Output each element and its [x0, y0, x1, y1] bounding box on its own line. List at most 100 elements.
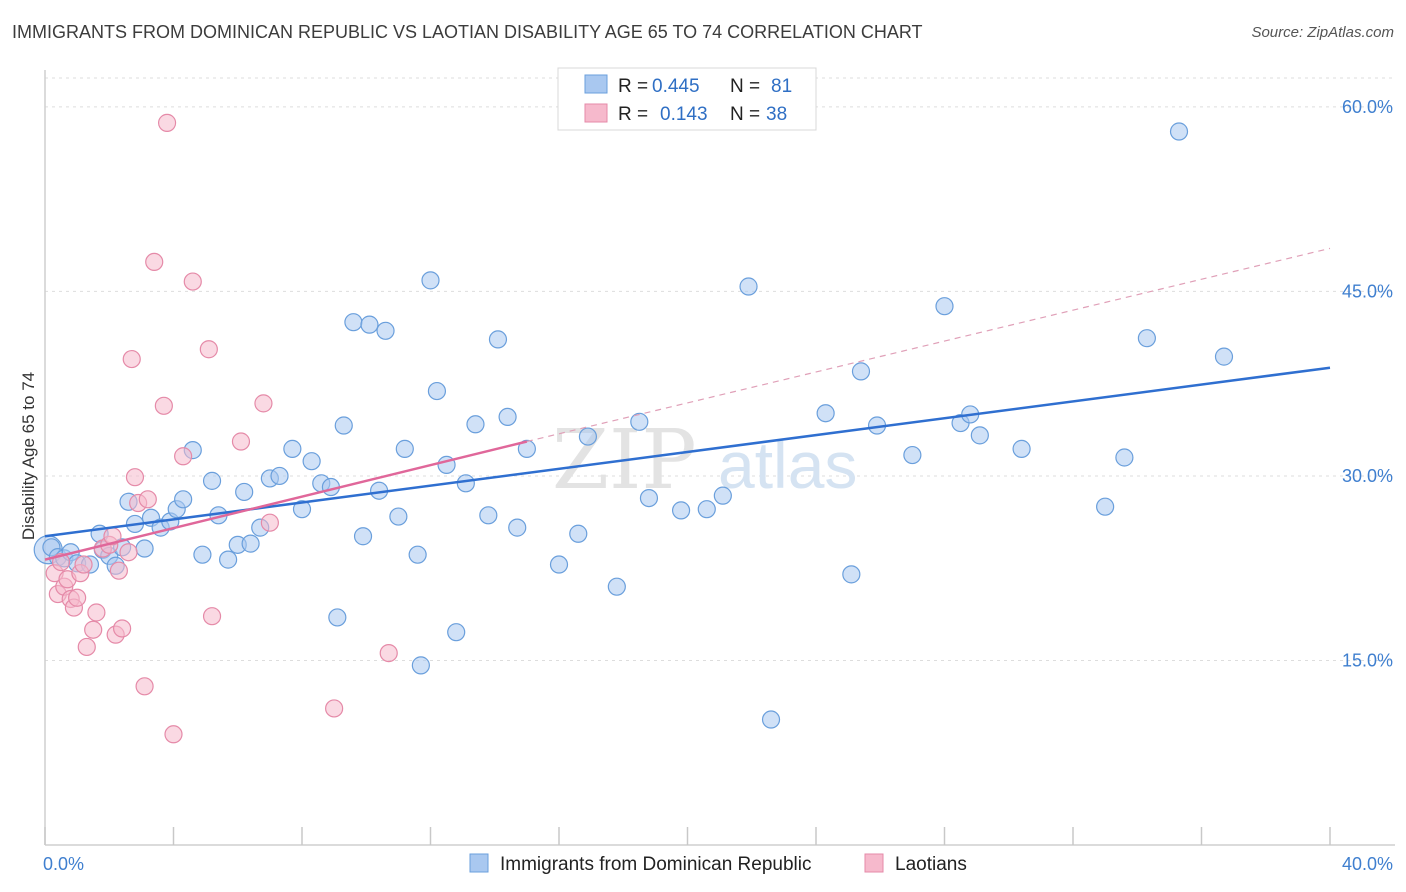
data-point-dominican	[498, 407, 517, 427]
watermark-atlas: atlas	[718, 428, 857, 502]
data-point-dominican	[739, 277, 758, 296]
data-point-laotian	[164, 725, 183, 744]
data-point-dominican	[569, 524, 588, 543]
legend-n-value-1: 81	[771, 76, 792, 97]
data-point-dominican	[1012, 439, 1031, 458]
data-point-dominican	[607, 577, 626, 596]
data-point-dominican	[334, 416, 353, 435]
data-point-dominican	[447, 623, 466, 642]
legend-r-label-1: R =	[618, 76, 648, 97]
data-point-laotian	[119, 543, 138, 562]
bottom-legend-swatch-dominican	[469, 853, 489, 873]
bottom-legend: Immigrants from Dominican Republic Laoti…	[469, 853, 967, 875]
data-point-dominican	[411, 656, 430, 675]
data-point-dominican	[360, 315, 379, 334]
chart-source: Source: ZipAtlas.com	[1251, 24, 1394, 41]
data-point-dominican	[697, 500, 716, 519]
legend-r-value-2: 0.143	[660, 104, 708, 125]
data-point-laotian	[199, 340, 218, 359]
data-point-dominican	[517, 439, 536, 458]
data-point-laotian	[74, 555, 93, 574]
legend-box: R = 0.445 N = 81 R = 0.143 N = 38	[557, 67, 817, 131]
data-point-laotian	[202, 607, 222, 626]
data-point-dominican	[842, 565, 861, 584]
data-point-dominican	[935, 297, 954, 316]
points-layer	[33, 113, 1234, 744]
tick-label-layer: 15.0% 30.0% 45.0% 60.0% 0.0% 40.0%	[43, 97, 1393, 874]
data-point-laotian	[254, 394, 273, 413]
bottom-legend-label-dominican: Immigrants from Dominican Republic	[500, 854, 812, 875]
data-point-dominican	[1096, 497, 1115, 516]
legend-n-value-2: 38	[766, 104, 787, 125]
legend-r-value-1: 0.445	[652, 76, 700, 97]
data-point-dominican	[639, 488, 659, 508]
chart-title: IMMIGRANTS FROM DOMINICAN REPUBLIC VS LA…	[12, 22, 923, 42]
y-tick-label: 60.0%	[1342, 97, 1393, 117]
data-point-laotian	[325, 699, 344, 718]
data-point-laotian	[145, 252, 164, 272]
legend-n-label-2: N =	[730, 104, 760, 125]
data-point-dominican	[389, 507, 408, 526]
trend-layer	[44, 247, 1331, 561]
data-point-dominican	[1214, 347, 1234, 366]
data-point-dominican	[479, 506, 498, 525]
data-point-dominican	[466, 415, 485, 434]
data-point-laotian	[68, 588, 87, 607]
y-tick-label: 15.0%	[1342, 650, 1393, 670]
data-point-dominican	[456, 474, 475, 493]
data-point-dominican	[851, 362, 871, 381]
data-point-laotian	[183, 272, 202, 291]
data-point-dominican	[202, 471, 222, 490]
data-point-laotian	[109, 561, 128, 580]
data-point-laotian	[135, 677, 154, 696]
data-point-dominican	[135, 539, 154, 558]
legend-r-label-2: R =	[618, 104, 648, 125]
y-tick-label: 30.0%	[1342, 466, 1393, 486]
data-point-laotian	[174, 447, 193, 466]
data-point-dominican	[508, 518, 527, 537]
x-tick-label-max: 40.0%	[1342, 854, 1393, 874]
data-point-dominican	[549, 555, 569, 574]
data-point-laotian	[379, 643, 398, 663]
data-point-dominican	[408, 545, 427, 564]
data-point-dominican	[376, 321, 395, 340]
data-point-dominican	[1115, 448, 1134, 467]
data-point-dominican	[630, 412, 649, 431]
data-point-dominican	[578, 427, 598, 446]
data-point-laotian	[112, 619, 132, 638]
data-point-dominican	[903, 445, 922, 465]
trendline-extension-laotian	[526, 247, 1331, 443]
y-tick-label: 45.0%	[1342, 281, 1393, 301]
legend-swatch-dominican	[584, 74, 608, 94]
data-point-dominican	[761, 710, 781, 729]
data-point-dominican	[421, 271, 440, 290]
data-point-dominican	[328, 608, 347, 627]
data-point-laotian	[87, 603, 106, 622]
x-tick-label-min: 0.0%	[43, 854, 84, 874]
data-point-laotian	[231, 432, 251, 451]
data-point-laotian	[77, 637, 96, 657]
data-point-dominican	[241, 534, 260, 553]
axes-layer	[44, 70, 1395, 846]
data-point-dominican	[283, 439, 302, 458]
data-point-dominican	[174, 490, 193, 509]
data-point-dominican	[671, 501, 691, 520]
data-point-dominican	[219, 550, 238, 569]
y-axis-label: Disability Age 65 to 74	[19, 372, 38, 540]
data-point-laotian	[125, 468, 145, 487]
data-point-laotian	[260, 513, 279, 532]
bottom-legend-label-laotian: Laotians	[895, 854, 967, 875]
data-point-dominican	[235, 482, 254, 502]
legend-n-label-1: N =	[730, 76, 760, 97]
data-point-dominican	[270, 466, 289, 486]
data-point-laotian	[154, 396, 173, 415]
grid-layer	[45, 77, 1395, 661]
data-point-dominican	[344, 313, 363, 332]
data-point-dominican	[1137, 329, 1156, 348]
data-point-dominican	[427, 381, 447, 401]
data-point-dominican	[970, 426, 989, 445]
data-point-dominican	[292, 500, 312, 519]
data-point-dominican	[395, 439, 414, 458]
data-point-dominican	[1169, 122, 1189, 141]
